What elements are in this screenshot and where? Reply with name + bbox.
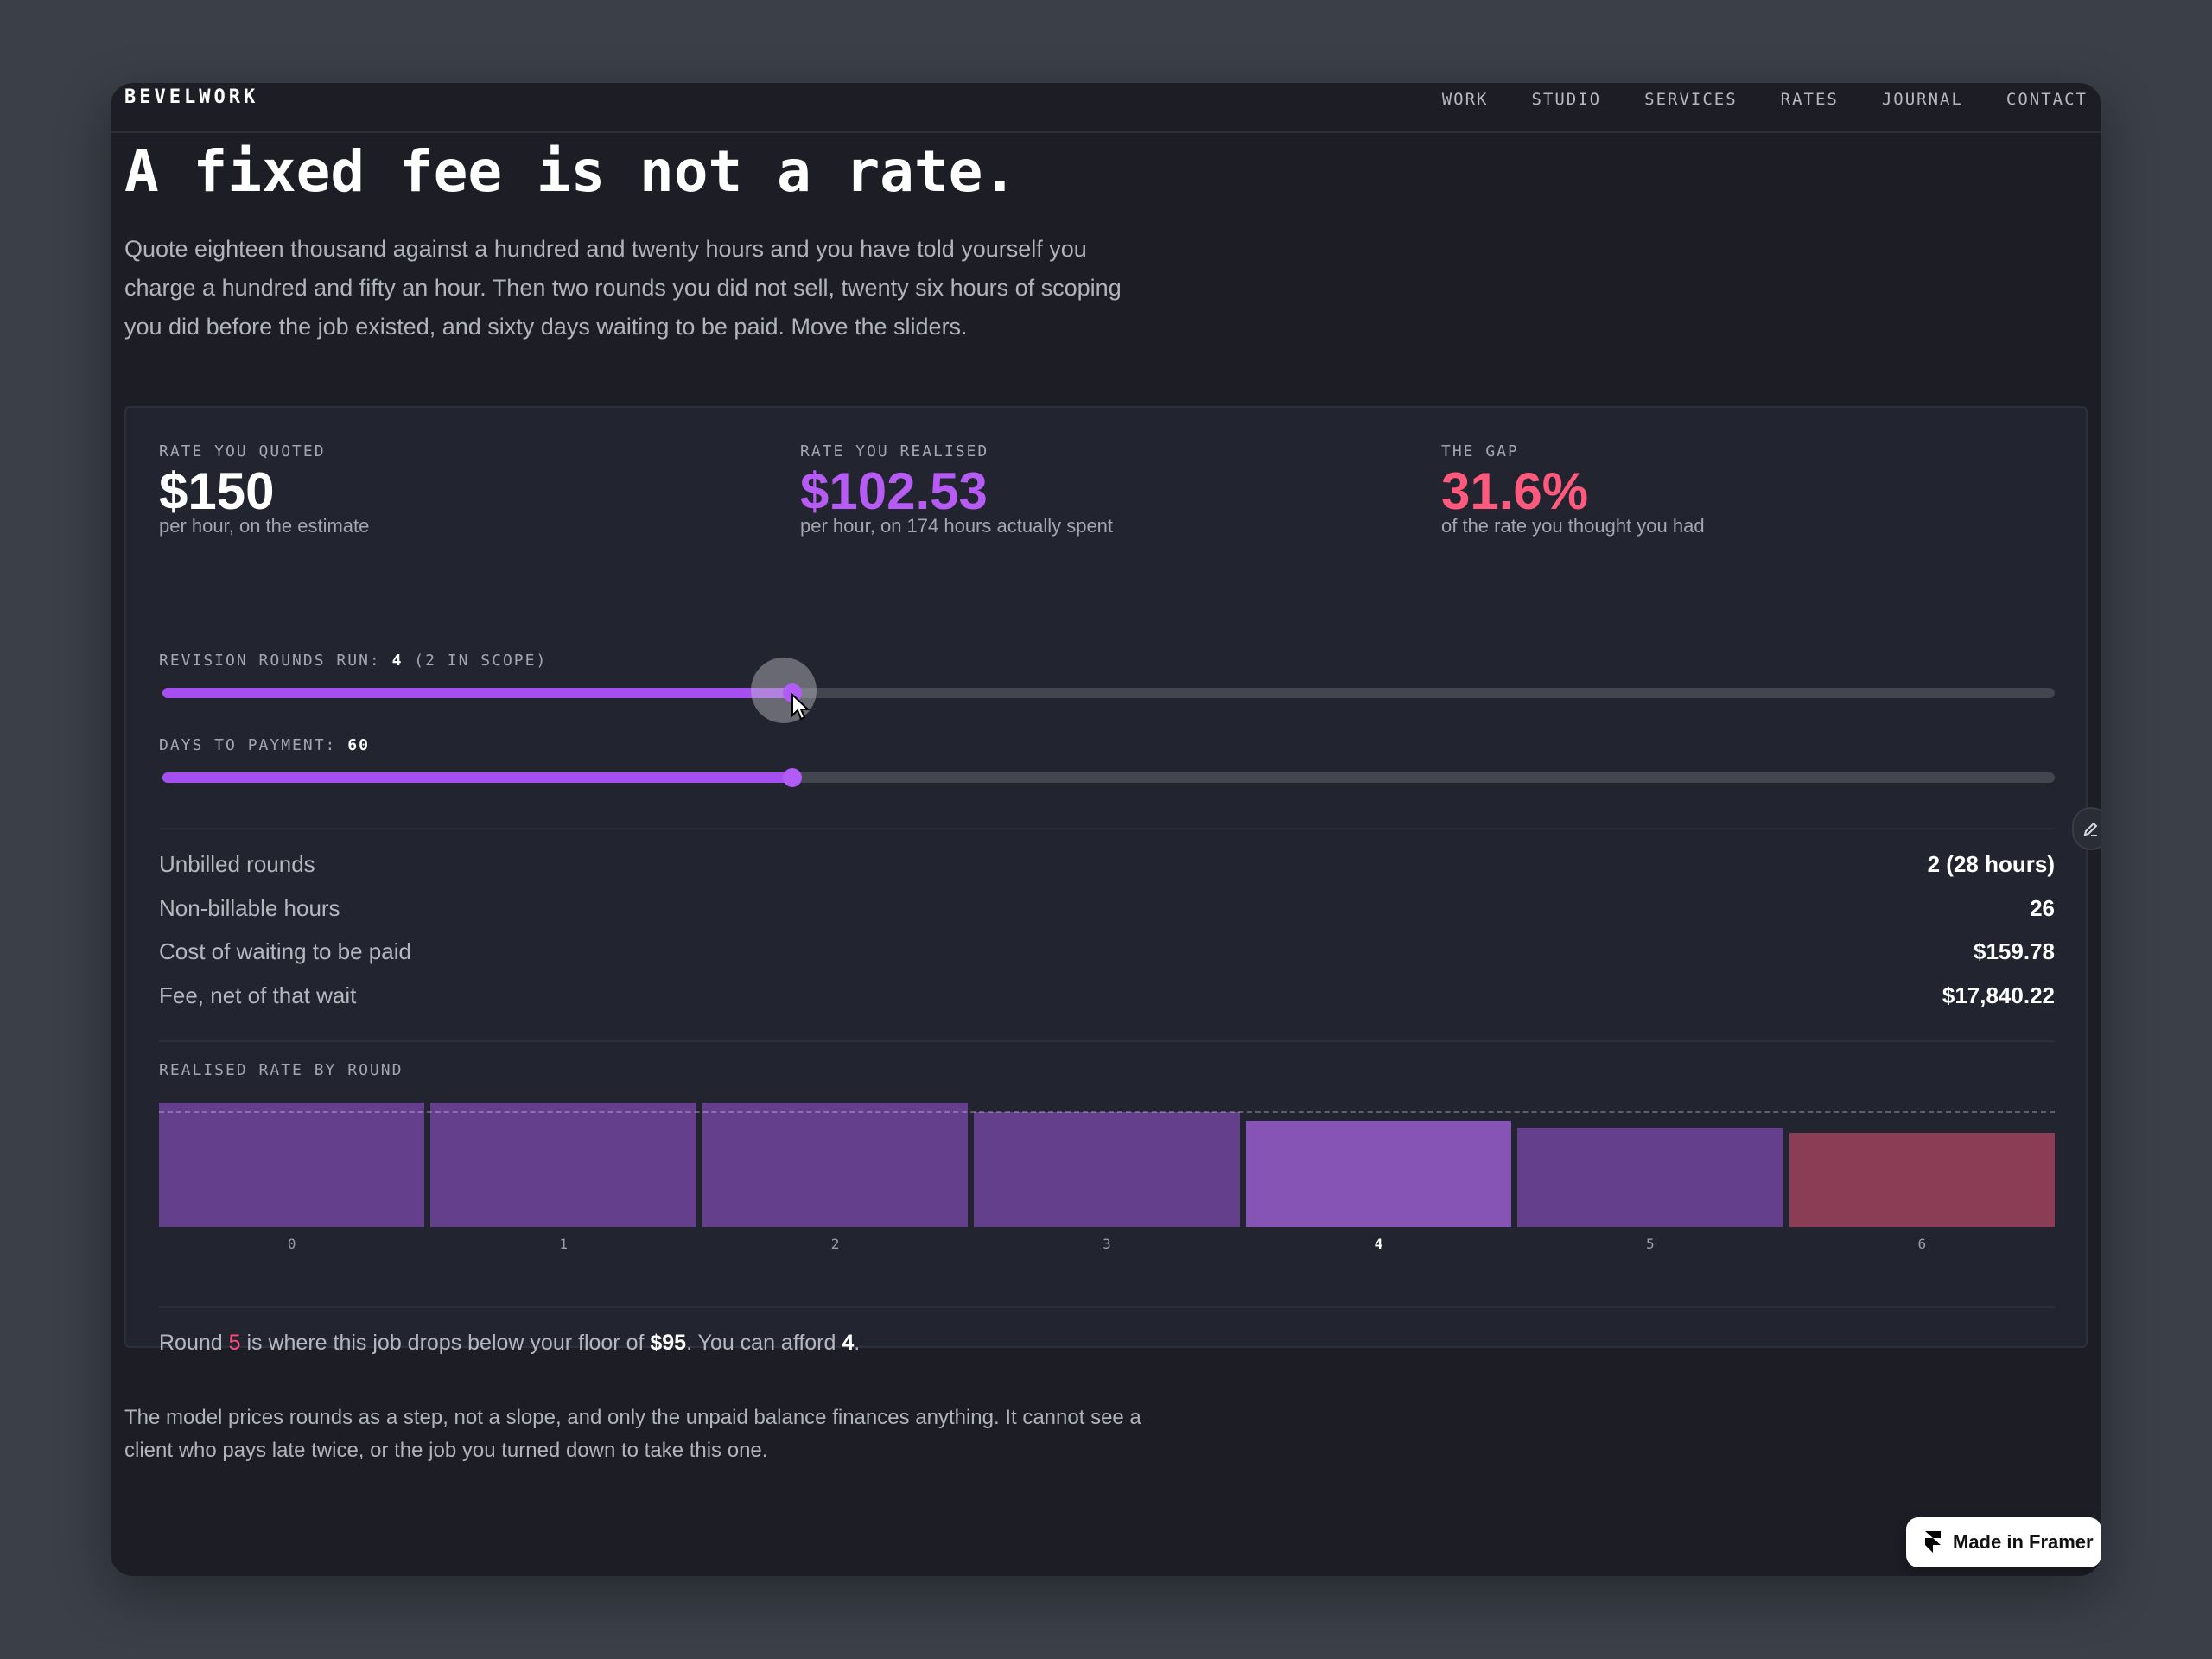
stat-label: THE GAP (1441, 442, 1519, 461)
summary-text: Round (159, 1331, 229, 1355)
top-nav-bar: BEVELWORK WORK STUDIO SERVICES RATES JOU… (111, 83, 2101, 133)
row-key: Fee, net of that wait (159, 982, 357, 1008)
chart-tick-label: 0 (287, 1236, 296, 1252)
made-in-framer-badge[interactable]: Made in Framer (1906, 1517, 2101, 1567)
slider-fill (162, 772, 792, 783)
rounds-slider-label: REVISION ROUNDS RUN: 4 (2 IN SCOPE) (159, 652, 547, 671)
chart-tick-label: 3 (1103, 1236, 1111, 1252)
stat-subtitle: per hour, on 174 hours actually spent (800, 515, 1114, 537)
slider-value: 60 (347, 736, 370, 754)
row-key: Non-billable hours (159, 895, 340, 921)
realised-rate-chart: 0 1 2 3 4 5 6 (159, 1097, 2055, 1262)
summary-text: . (854, 1331, 861, 1355)
footnote-paragraph: The model prices rounds as a step, not a… (124, 1406, 1141, 1462)
floor-reference-line (159, 1110, 2055, 1113)
divider (159, 1040, 2055, 1042)
row-key: Cost of waiting to be paid (159, 938, 411, 964)
divider (159, 1306, 2055, 1308)
summary-sentence: Round 5 is where this job drops below yo… (159, 1329, 860, 1357)
chart-bar (974, 1111, 1240, 1227)
stat-value: $150 (159, 462, 275, 520)
summary-text: is where this job drops below your floor… (240, 1331, 651, 1355)
divider (159, 828, 2055, 830)
stat-label: RATE YOU QUOTED (159, 442, 326, 461)
stat-rate-realised: RATE YOU REALISED $102.53 per hour, on 1… (800, 442, 1113, 537)
slider-thumb[interactable] (783, 768, 802, 787)
chart-title: REALISED RATE BY ROUND (159, 1061, 404, 1079)
chart-bar (430, 1103, 696, 1227)
app-window: BEVELWORK WORK STUDIO SERVICES RATES JOU… (111, 83, 2101, 1576)
edit-button[interactable] (2072, 807, 2101, 850)
stat-subtitle: per hour, on the estimate (159, 515, 370, 537)
slider-thumb[interactable] (783, 683, 802, 702)
breakdown-row-unbilled-rounds: Unbilled rounds 2 (28 hours) (159, 847, 2055, 881)
chart-tick-label: 4 (1374, 1236, 1383, 1252)
slider-label-text: DAYS TO PAYMENT: (159, 736, 348, 754)
row-key: Unbilled rounds (159, 851, 315, 877)
nav-rates[interactable]: RATES (1780, 90, 1839, 109)
chart-tick-label: 5 (1646, 1236, 1655, 1252)
nav-studio[interactable]: STUDIO (1531, 90, 1602, 109)
calculator-panel: RATE YOU QUOTED $150 per hour, on the es… (124, 406, 2088, 1355)
nav-journal[interactable]: JOURNAL (1881, 90, 1963, 109)
stat-gap: THE GAP 31.6% of the rate you thought yo… (1441, 442, 1705, 537)
slider-label-text: REVISION ROUNDS RUN: (159, 652, 392, 670)
mouse-cursor-icon (791, 693, 810, 721)
slider-value: 4 (391, 652, 404, 670)
chart-bar (702, 1103, 969, 1227)
page-title: A fixed fee is not a rate. (124, 138, 1018, 205)
row-value: $159.78 (1974, 938, 2055, 964)
slider-label-suffix: (2 IN SCOPE) (403, 652, 548, 670)
chart-bar (159, 1103, 425, 1227)
row-value: 2 (28 hours) (1927, 851, 2055, 877)
chart-bar (1789, 1132, 2055, 1227)
breakdown-row-fee-net: Fee, net of that wait $17,840.22 (159, 978, 2055, 1013)
stat-rate-quoted: RATE YOU QUOTED $150 per hour, on the es… (159, 442, 369, 537)
chart-tick-label: 2 (830, 1236, 840, 1252)
pencil-icon (2083, 822, 2098, 836)
framer-logo-icon (1925, 1531, 1941, 1553)
chart-tick-label: 1 (559, 1236, 568, 1252)
days-slider-label: DAYS TO PAYMENT: 60 (159, 736, 370, 755)
rounds-slider[interactable] (162, 658, 2055, 723)
breakdown-row-non-billable-hours: Non-billable hours 26 (159, 891, 2055, 925)
intro-paragraph: Quote eighteen thousand against a hundre… (124, 236, 1122, 340)
chart-tick-label: 6 (1917, 1236, 1927, 1252)
badge-label: Made in Framer (1953, 1531, 2094, 1553)
chart-bar (1245, 1120, 1512, 1227)
stat-value: $102.53 (800, 462, 988, 520)
nav-services[interactable]: SERVICES (1644, 90, 1738, 109)
stat-subtitle: of the rate you thought you had (1441, 515, 1705, 537)
stat-value: 31.6% (1441, 462, 1589, 520)
brand-logo[interactable]: BEVELWORK (124, 86, 259, 108)
summary-floor: $95 (650, 1331, 687, 1355)
breakdown-row-cost-of-waiting: Cost of waiting to be paid $159.78 (159, 934, 2055, 969)
days-slider[interactable] (162, 768, 2055, 787)
row-value: $17,840.22 (1942, 982, 2055, 1008)
slider-fill (162, 688, 792, 698)
summary-afford: 4 (842, 1331, 855, 1355)
stat-label: RATE YOU REALISED (800, 442, 989, 461)
main-nav: WORK STUDIO SERVICES RATES JOURNAL CONTA… (1399, 86, 2088, 112)
summary-text: . You can afford (686, 1331, 842, 1355)
nav-work[interactable]: WORK (1441, 90, 1489, 109)
chart-bar (1517, 1127, 1783, 1227)
row-value: 26 (2030, 895, 2055, 921)
nav-contact[interactable]: CONTACT (2005, 90, 2088, 109)
summary-round: 5 (228, 1331, 241, 1355)
